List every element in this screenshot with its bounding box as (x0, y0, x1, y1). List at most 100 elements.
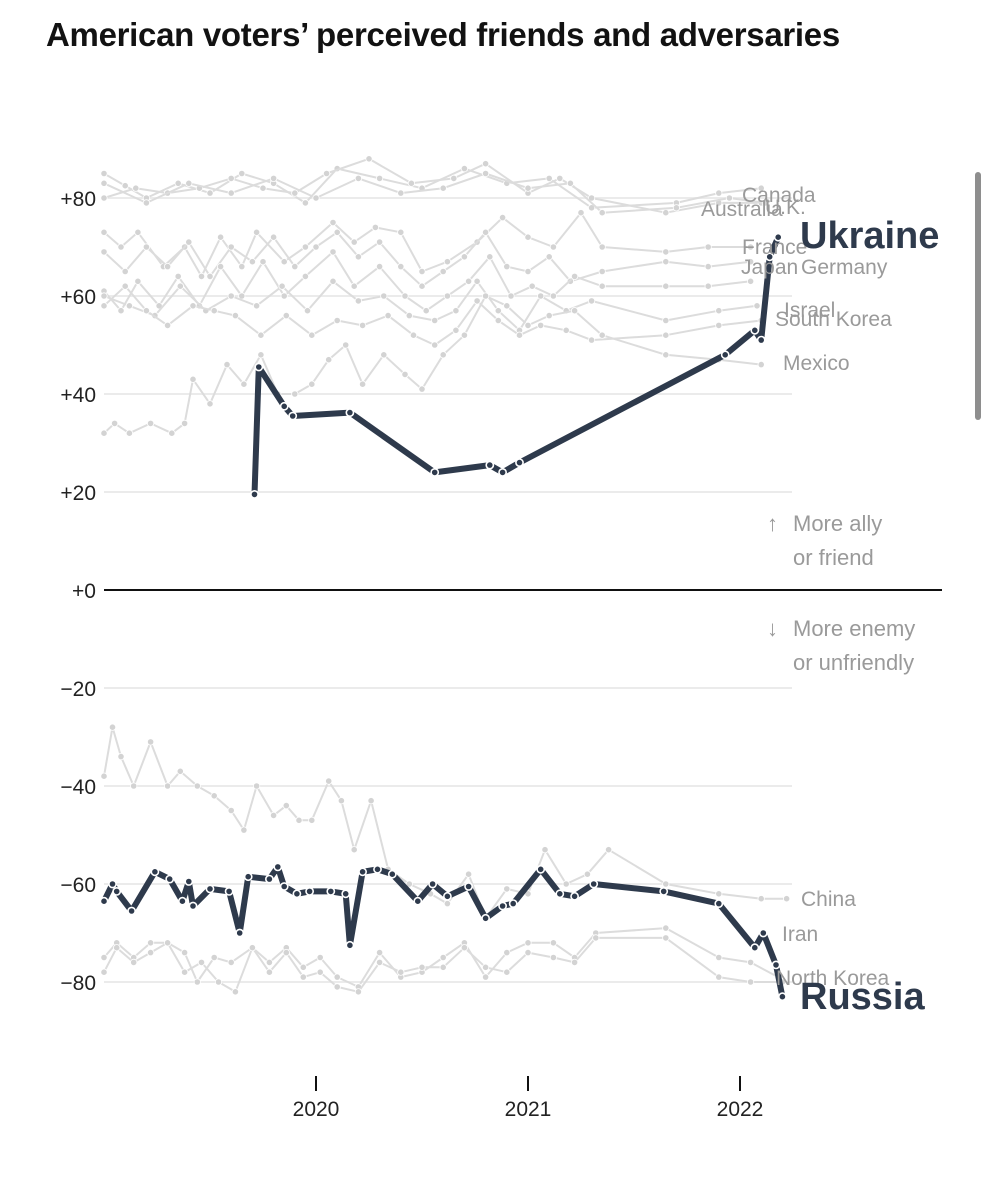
data-point-japan (704, 282, 712, 290)
data-point-russia (387, 869, 397, 879)
data-point-russia (555, 889, 565, 899)
data-point-u-k (100, 194, 108, 202)
data-point-ukraine (498, 467, 507, 477)
data-point-mexico (168, 429, 176, 437)
data-point-north-korea (231, 988, 239, 996)
data-point-china (130, 782, 138, 790)
data-point-south-korea (100, 302, 108, 310)
data-point-north-korea (746, 978, 755, 986)
data-point-china (350, 846, 358, 854)
data-point-canada (587, 204, 596, 212)
data-point-france (397, 228, 405, 236)
data-point-japan (528, 282, 536, 290)
data-point-france (418, 267, 426, 276)
data-point-mexico (100, 429, 108, 437)
series-line-mexico (103, 295, 762, 435)
data-point-russia (373, 864, 382, 874)
data-point-russia (264, 874, 274, 884)
scrollbar[interactable] (975, 172, 981, 420)
data-point-china (164, 782, 172, 790)
data-point-china (337, 797, 345, 805)
data-point-china (100, 772, 108, 780)
data-point-israel (176, 282, 184, 290)
data-point-germany (746, 258, 755, 266)
data-point-china (295, 816, 303, 824)
y-tick-label: +20 (60, 482, 96, 505)
direction-annotations: ↑ More ally or friend ↓ More enemy or un… (767, 511, 915, 675)
data-point-israel (537, 292, 545, 300)
data-point-japan (280, 292, 288, 300)
data-point-south-korea (562, 326, 570, 334)
data-point-france (371, 223, 379, 231)
data-point-russia (177, 896, 187, 906)
data-point-israel (354, 297, 362, 305)
data-point-japan (329, 248, 337, 256)
data-point-germany (704, 262, 712, 271)
data-point-mexico (308, 380, 316, 388)
data-point-u-k (587, 194, 596, 202)
data-point-israel (494, 307, 502, 315)
data-point-mexico (418, 385, 426, 393)
data-point-japan (486, 253, 494, 261)
axes: +80 +60 +40 +20 +0 −20 −40 −60 −80 2020 2021 2022 (60, 188, 942, 1121)
data-point-ukraine (750, 325, 760, 335)
data-point-mexico (257, 351, 265, 359)
data-point-germany (269, 233, 278, 241)
data-point-france (577, 209, 585, 217)
data-point-south-korea (662, 331, 670, 339)
data-point-north-korea (662, 934, 670, 942)
data-point-china (325, 777, 333, 785)
data-point-china (583, 870, 592, 878)
data-point-germany (185, 238, 193, 246)
data-point-mexico (181, 419, 189, 427)
data-point-south-korea (164, 321, 172, 329)
data-point-france (329, 218, 337, 227)
data-point-israel (303, 307, 312, 315)
data-point-germany (545, 253, 553, 261)
series-north-korea (100, 934, 787, 996)
data-point-ukraine (765, 252, 775, 262)
data-point-iran (662, 924, 670, 932)
data-point-china (308, 816, 316, 824)
data-point-france (117, 243, 125, 251)
data-point-mexico (380, 351, 388, 359)
data-point-north-korea (570, 958, 579, 967)
label-north-korea: North Korea (776, 967, 890, 990)
y-tick-label: +40 (60, 384, 96, 407)
enemy-arrow: ↓ (767, 616, 778, 641)
data-point-south-korea (587, 336, 596, 344)
data-point-china (405, 880, 413, 888)
data-point-germany (333, 228, 341, 236)
data-point-israel (715, 307, 723, 315)
data-point-israel (753, 302, 761, 310)
series-israel (100, 277, 761, 334)
data-point-u-k (662, 209, 670, 217)
data-point-china (240, 826, 248, 834)
data-point-mexico (439, 351, 447, 359)
data-point-mexico (545, 311, 553, 320)
data-point-china (108, 723, 117, 731)
data-point-mexico (524, 321, 532, 329)
data-point-south-korea (231, 311, 239, 320)
data-point-china (562, 880, 570, 888)
data-point-israel (587, 297, 596, 305)
data-point-russia (771, 960, 781, 970)
data-point-israel (380, 292, 388, 300)
data-point-u-k (291, 189, 299, 197)
data-point-japan (259, 258, 267, 266)
ally-arrow: ↑ (767, 511, 778, 536)
data-point-iran (333, 973, 341, 981)
data-point-china (541, 846, 549, 854)
data-point-russia (464, 882, 473, 891)
series-germany (100, 228, 755, 290)
series-iran (100, 924, 782, 991)
data-point-china (269, 811, 278, 820)
data-point-south-korea (473, 297, 481, 305)
gridlines (104, 197, 792, 983)
ally-label-line2: or friend (793, 545, 874, 570)
background-series (100, 155, 791, 996)
data-point-iran (481, 973, 490, 981)
data-point-mexico (147, 419, 155, 427)
x-tick-label: 2020 (293, 1098, 340, 1121)
data-point-russia (536, 864, 546, 874)
